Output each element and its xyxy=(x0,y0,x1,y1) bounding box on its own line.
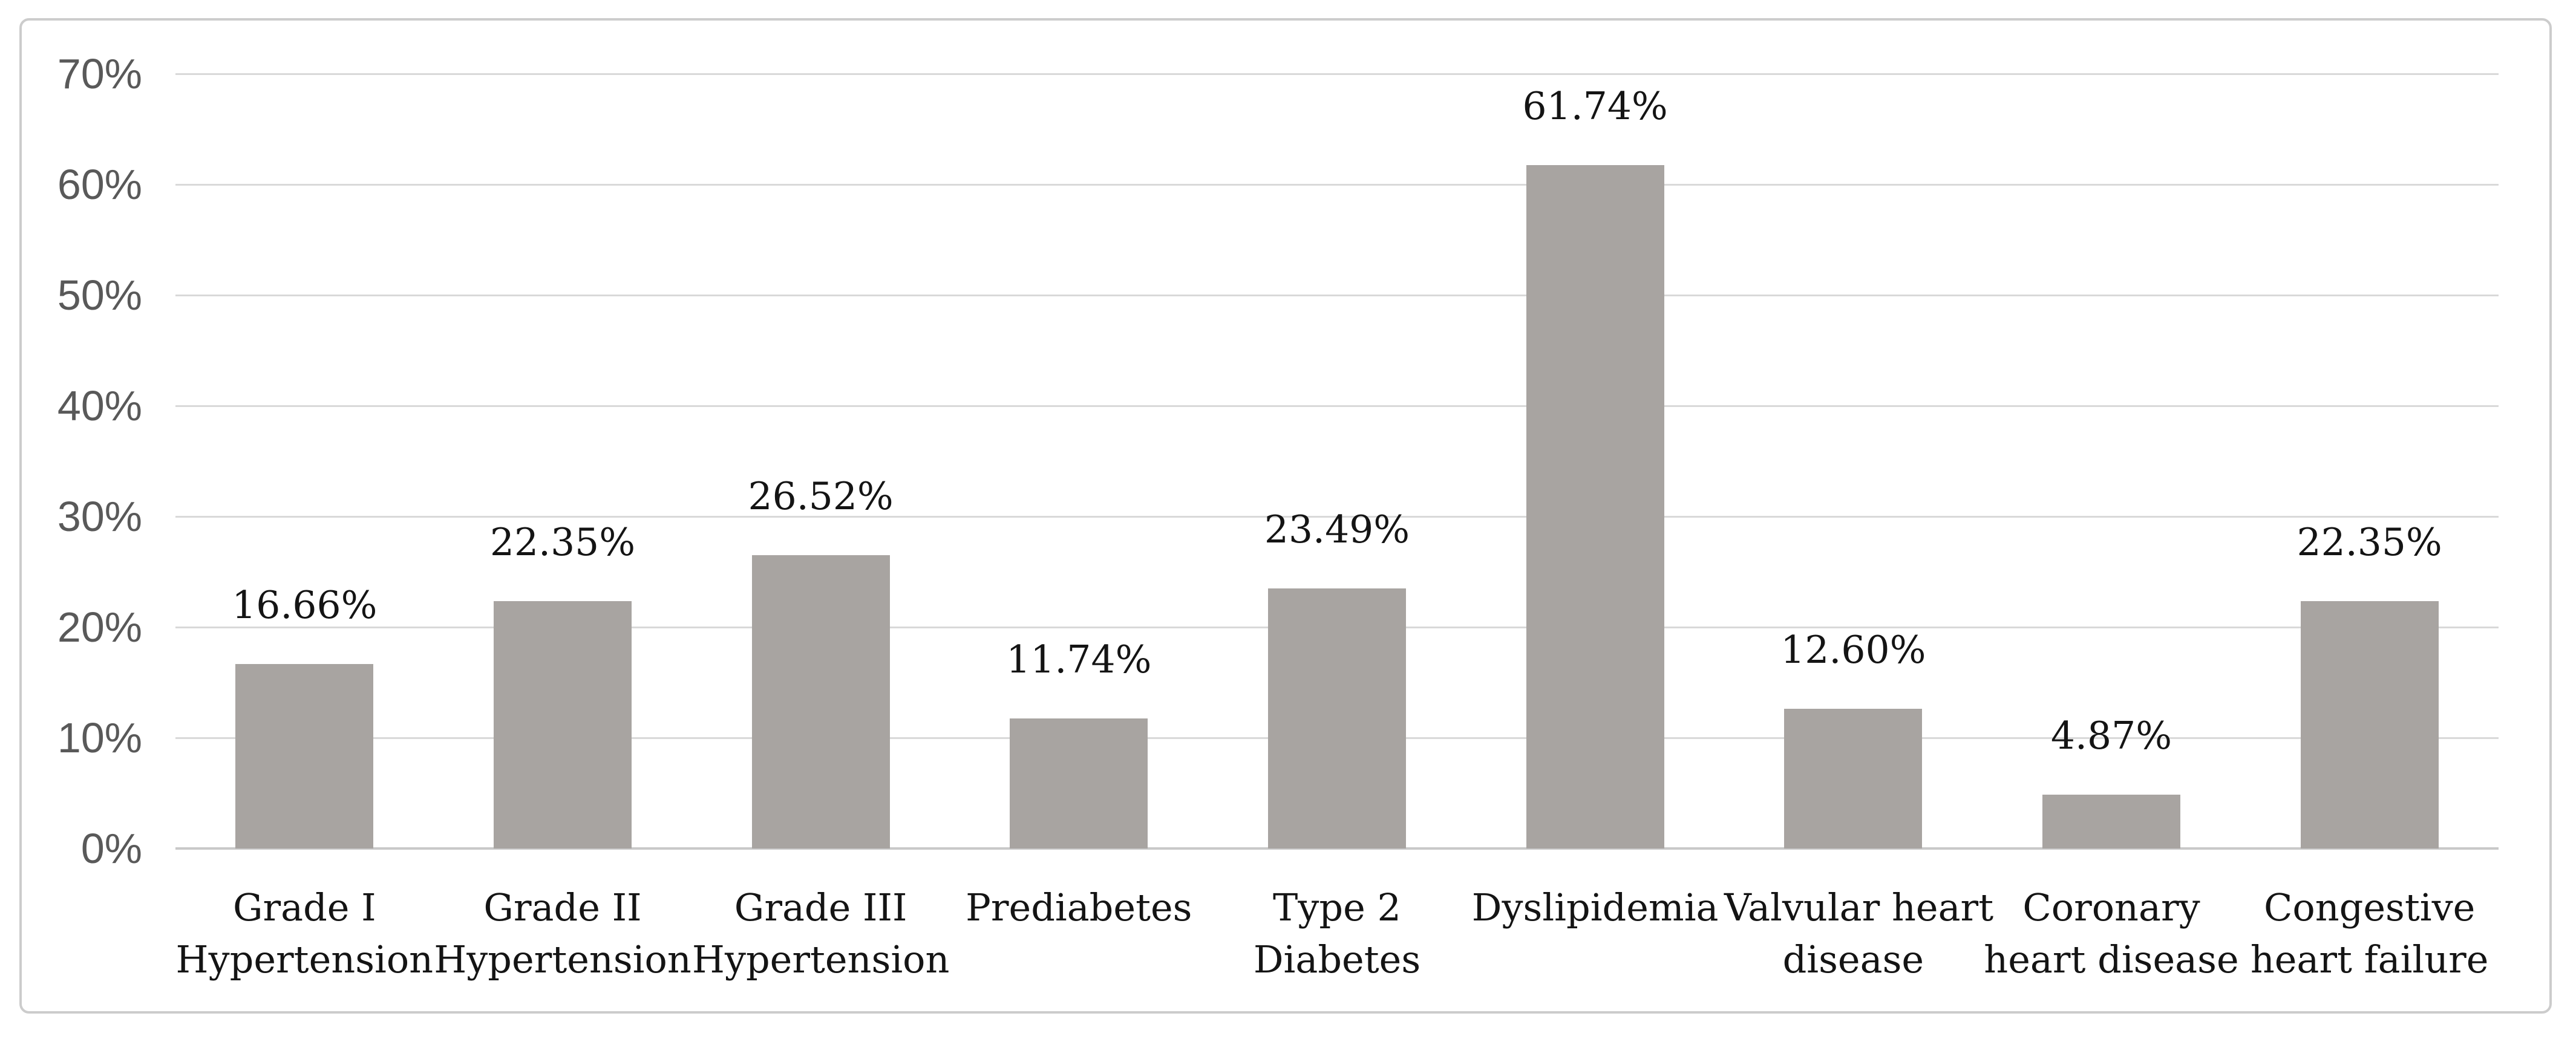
column-coronary-heart-disease: 4.87% xyxy=(1983,74,2241,848)
value-label-type-2-diabetes: 23.49% xyxy=(1264,507,1410,552)
value-label-grade-iii-hypertension: 26.52% xyxy=(748,474,894,518)
bar-grade-i-hypertension xyxy=(235,664,374,848)
bar-grade-iii-hypertension xyxy=(751,555,890,848)
y-tick-label-20: 20% xyxy=(57,604,142,651)
y-tick-label-0: 0% xyxy=(80,825,142,872)
gridline-50 xyxy=(175,295,2499,296)
category-label-line: disease xyxy=(1782,937,1924,982)
category-label-line: Congestive xyxy=(2263,885,2476,930)
y-tick-label-70: 70% xyxy=(57,50,142,97)
category-label-line: Grade II xyxy=(483,885,642,930)
value-label-coronary-heart-disease: 4.87% xyxy=(2050,713,2172,758)
category-label-line: Dyslipidemia xyxy=(1471,885,1719,930)
category-label-line: heart failure xyxy=(2250,937,2489,982)
category-label-type-2-diabetes: Type 2 Diabetes xyxy=(1208,882,1466,986)
category-label-line: Grade I xyxy=(232,885,376,930)
y-tick-label-40: 40% xyxy=(57,382,142,429)
column-grade-ii-hypertension: 22.35% xyxy=(434,74,692,848)
y-tick-label-60: 60% xyxy=(57,161,142,208)
column-grade-i-hypertension: 16.66% xyxy=(175,74,434,848)
bar-grade-ii-hypertension xyxy=(494,601,632,848)
category-label-line: Diabetes xyxy=(1253,937,1421,982)
category-label-prediabetes: Prediabetes xyxy=(950,882,1208,934)
bar-prediabetes xyxy=(1010,718,1148,848)
category-label-valvular-heart-disease: Valvular heart disease xyxy=(1724,882,1994,986)
gridline-30 xyxy=(175,516,2499,518)
category-label-line: Type 2 xyxy=(1273,885,1401,930)
bar-dyslipidemia xyxy=(1526,165,1664,848)
value-label-congestive-heart-failure: 22.35% xyxy=(2296,520,2442,564)
column-congestive-heart-failure: 22.35% xyxy=(2240,74,2499,848)
bar-type-2-diabetes xyxy=(1268,588,1406,848)
category-label-congestive-heart-failure: Congestive heart failure xyxy=(2240,882,2499,986)
column-dyslipidemia: 61.74% xyxy=(1466,74,1724,848)
y-tick-label-50: 50% xyxy=(57,272,142,319)
y-tick-label-30: 30% xyxy=(57,493,142,540)
value-label-prediabetes: 11.74% xyxy=(1006,637,1152,682)
category-label-grade-ii-hypertension: Grade II Hypertension xyxy=(434,882,692,986)
column-prediabetes: 11.74% xyxy=(950,74,1208,848)
category-label-line: Valvular heart xyxy=(1724,885,1994,930)
category-label-line: Grade III xyxy=(734,885,907,930)
category-label-line: Hypertension xyxy=(175,937,434,982)
bar-valvular-heart-disease xyxy=(1784,709,1923,848)
category-label-grade-i-hypertension: Grade I Hypertension xyxy=(175,882,434,986)
y-tick-label-10: 10% xyxy=(57,714,142,761)
category-label-line: Prediabetes xyxy=(966,885,1192,930)
category-label-grade-iii-hypertension: Grade III Hypertension xyxy=(691,882,950,986)
category-label-coronary-heart-disease: Coronary heart disease xyxy=(1983,882,2241,986)
value-label-grade-ii-hypertension: 22.35% xyxy=(489,520,636,564)
gridline-40 xyxy=(175,405,2499,407)
column-grade-iii-hypertension: 26.52% xyxy=(691,74,950,848)
category-label-line: Hypertension xyxy=(691,937,950,982)
category-label-line: Hypertension xyxy=(434,937,691,982)
value-label-dyslipidemia: 61.74% xyxy=(1522,84,1668,129)
bar-coronary-heart-disease xyxy=(2042,794,2180,848)
column-valvular-heart-disease: 12.60% xyxy=(1724,74,1983,848)
column-type-2-diabetes: 23.49% xyxy=(1208,74,1466,848)
value-label-grade-i-hypertension: 16.66% xyxy=(232,583,378,628)
gridline-70 xyxy=(175,73,2499,75)
bar-congestive-heart-failure xyxy=(2300,601,2439,848)
category-label-line: heart disease xyxy=(1984,937,2239,982)
value-label-valvular-heart-disease: 12.60% xyxy=(1780,628,1926,672)
x-axis-line xyxy=(175,847,2499,850)
category-label-line: Coronary xyxy=(2022,885,2200,930)
gridline-60 xyxy=(175,184,2499,186)
category-label-dyslipidemia: Dyslipidemia xyxy=(1466,882,1724,934)
